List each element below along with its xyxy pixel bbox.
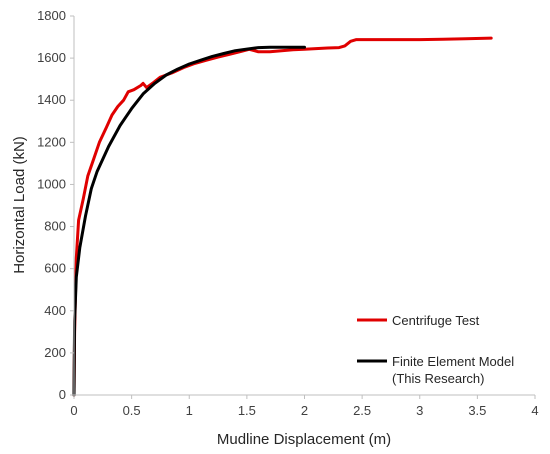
x-tick-label: 0 <box>70 403 77 418</box>
x-tick-label: 3.5 <box>468 403 486 418</box>
y-tick-label: 400 <box>44 303 66 318</box>
x-tick-label: 1.5 <box>238 403 256 418</box>
y-tick-label: 800 <box>44 219 66 234</box>
y-tick-label: 1600 <box>37 50 66 65</box>
y-tick-label: 0 <box>59 387 66 402</box>
y-tick-label: 200 <box>44 345 66 360</box>
legend-label-fem: Finite Element Model (This Research) <box>392 354 518 386</box>
y-tick-label: 1000 <box>37 176 66 191</box>
ticks: 0 0.5 1 1.5 2 2.5 3 3.5 4 0 200 400 600 800 1000 1200 14… <box>37 8 539 418</box>
legend: Centrifuge Test Finite Element Model (Th… <box>357 313 518 386</box>
plot-marks <box>72 36 493 397</box>
legend-label-fem-line2: (This Research) <box>392 371 484 386</box>
x-tick-label: 2.5 <box>353 403 371 418</box>
centrifuge-test-line <box>72 36 493 397</box>
x-axis-title: Mudline Displacement (m) <box>217 431 391 448</box>
y-tick-label: 1200 <box>37 134 66 149</box>
y-tick-label: 600 <box>44 261 66 276</box>
x-tick-label: 3 <box>416 403 423 418</box>
finite-element-model-line <box>72 45 306 397</box>
y-tick-label: 1400 <box>37 92 66 107</box>
x-tick-label: 1 <box>186 403 193 418</box>
x-tick-label: 0.5 <box>123 403 141 418</box>
y-tick-label: 1800 <box>37 8 66 23</box>
x-tick-label: 4 <box>531 403 538 418</box>
legend-label-centrifuge: Centrifuge Test <box>392 313 480 328</box>
legend-label-fem-line1: Finite Element Model <box>392 354 514 369</box>
x-tick-label: 2 <box>301 403 308 418</box>
axes <box>73 16 535 396</box>
y-axis-title: Horizontal Load (kN) <box>11 136 28 274</box>
